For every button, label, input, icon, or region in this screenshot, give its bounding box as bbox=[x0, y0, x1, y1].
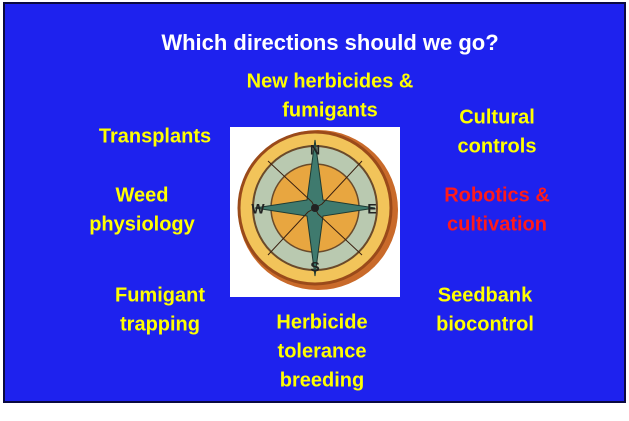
direction-label: Herbicide bbox=[276, 311, 367, 333]
slide: N S W E Which directions should we go? N… bbox=[0, 0, 629, 421]
direction-label: Fumigant bbox=[115, 284, 205, 306]
direction-label: fumigants bbox=[282, 99, 378, 121]
svg-text:E: E bbox=[367, 201, 376, 217]
direction-label: tolerance bbox=[278, 340, 367, 362]
compass: N S W E bbox=[230, 127, 400, 297]
direction-label: breeding bbox=[280, 369, 364, 391]
direction-label: controls bbox=[458, 135, 537, 157]
direction-label: Weed bbox=[116, 184, 169, 206]
direction-label: Transplants bbox=[99, 125, 211, 147]
svg-text:S: S bbox=[310, 259, 319, 275]
direction-label: cultivation bbox=[447, 213, 547, 235]
slide-title: Which directions should we go? bbox=[161, 30, 498, 55]
direction-label: Cultural bbox=[459, 106, 535, 128]
direction-label: biocontrol bbox=[436, 313, 534, 335]
direction-label: physiology bbox=[89, 213, 195, 235]
page: N S W E Which directions should we go? N… bbox=[0, 0, 629, 421]
direction-label: Robotics & bbox=[444, 184, 550, 206]
direction-label: Seedbank bbox=[438, 284, 533, 306]
svg-text:N: N bbox=[310, 142, 320, 158]
svg-text:W: W bbox=[251, 201, 265, 217]
direction-label: trapping bbox=[120, 313, 200, 335]
direction-label: New herbicides & bbox=[247, 70, 414, 92]
